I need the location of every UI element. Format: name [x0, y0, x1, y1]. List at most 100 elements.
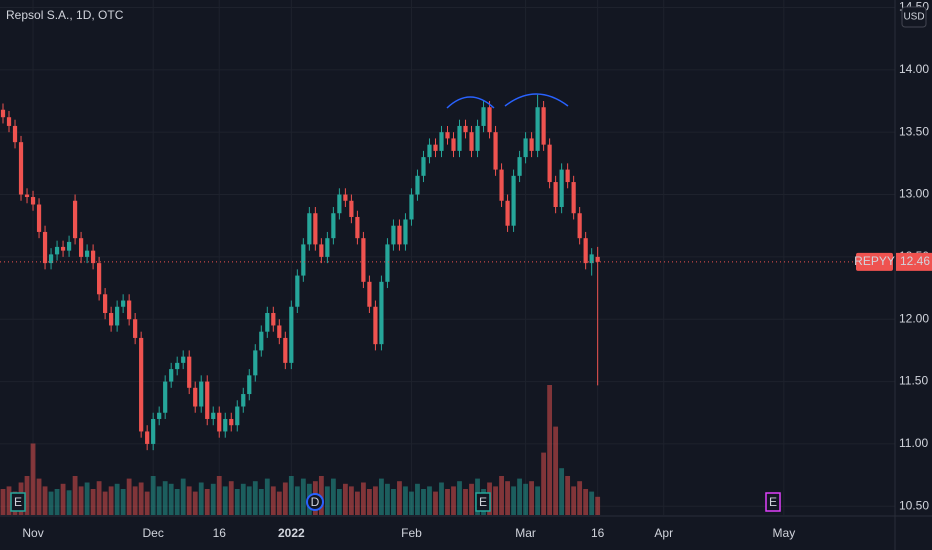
candle-body — [319, 244, 324, 257]
volume-bar — [78, 486, 84, 515]
volume-bar — [210, 483, 216, 515]
candle-body — [481, 107, 486, 126]
candle-body — [109, 312, 114, 326]
candle-body — [60, 246, 66, 251]
candle-body — [325, 238, 330, 257]
candle-body — [97, 263, 102, 295]
volume-bar — [30, 443, 36, 515]
candle-body — [349, 200, 354, 217]
currency-box[interactable] — [901, 6, 927, 28]
candle-body — [205, 381, 210, 419]
volume-bar — [463, 489, 468, 515]
candle-body — [445, 132, 450, 139]
volume-bar — [583, 489, 589, 515]
candle-body — [84, 250, 90, 257]
candle-body — [151, 418, 156, 444]
volume-bar — [409, 491, 414, 515]
volume-bar — [228, 481, 234, 515]
volume-bar — [541, 452, 547, 515]
candle-body — [139, 337, 144, 432]
candle-body — [493, 132, 498, 170]
volume-bar — [577, 481, 583, 515]
candle-body — [187, 356, 192, 388]
volume-bar — [373, 486, 378, 515]
volume-bar — [270, 486, 276, 515]
candle-body — [421, 157, 426, 176]
volume-bar — [559, 468, 565, 515]
candle-body — [307, 213, 312, 245]
candle-body — [103, 294, 108, 313]
candle-body — [343, 194, 348, 201]
volume-bar — [120, 489, 126, 515]
candle-body — [235, 406, 240, 426]
volume-bar — [66, 490, 72, 515]
volume-bar — [451, 486, 456, 515]
candle-body — [565, 169, 570, 183]
volume-bar — [324, 486, 330, 515]
volume-bar — [589, 491, 595, 515]
volume-bar — [367, 489, 372, 515]
volume-bar — [433, 491, 438, 515]
event-label: E — [479, 495, 487, 509]
candle-body — [577, 213, 582, 239]
candle-body — [457, 125, 462, 151]
candle-body — [487, 107, 492, 133]
candle-body — [289, 306, 294, 363]
volume-bar — [553, 426, 559, 515]
candle-body — [373, 306, 378, 345]
candle-body — [463, 125, 468, 133]
price-label: 12.46 — [900, 254, 930, 268]
candle-body — [247, 375, 252, 395]
volume-bar — [114, 483, 120, 515]
candle-body — [223, 418, 228, 432]
candle-body — [415, 175, 420, 195]
volume-bar — [397, 481, 402, 515]
volume-bar — [523, 483, 528, 515]
candle-body — [169, 369, 174, 382]
volume-bar — [571, 486, 577, 515]
volume-bar — [342, 483, 348, 515]
y-tick-label: 13.50 — [899, 124, 929, 138]
volume-bar — [252, 481, 258, 515]
candle-body — [24, 194, 30, 198]
volume-bar — [72, 476, 78, 515]
x-tick-label: 16 — [591, 526, 605, 540]
candle-body — [409, 194, 414, 220]
candle-body — [571, 182, 576, 214]
candle-body — [511, 175, 516, 226]
y-tick-label: 14.00 — [899, 62, 929, 76]
volume-bar — [427, 486, 432, 515]
candle-body — [175, 362, 180, 370]
volume-bar — [318, 476, 324, 515]
volume-bar — [60, 483, 66, 515]
volume-bar — [168, 483, 174, 515]
candle-body — [115, 306, 120, 326]
volume-bar — [457, 481, 462, 515]
volume-bar — [300, 478, 306, 515]
volume-bar — [234, 489, 240, 515]
candle-body — [271, 312, 276, 326]
volume-bar — [96, 481, 102, 515]
candle-body — [12, 125, 18, 143]
price-tag — [896, 252, 932, 271]
volume-bar — [535, 486, 541, 515]
x-tick-label: Dec — [142, 526, 163, 540]
volume-bar — [132, 486, 138, 515]
candle-body — [265, 312, 270, 332]
candle-layer — [0, 94, 600, 451]
candle-body — [157, 412, 162, 419]
volume-bar — [511, 486, 516, 515]
event-label: D — [311, 495, 320, 509]
candle-body — [199, 381, 204, 407]
symbol-tag — [856, 252, 893, 271]
volume-bar — [493, 486, 498, 515]
candle-body — [427, 144, 432, 158]
candle-body — [54, 246, 60, 255]
volume-bar — [415, 483, 420, 515]
volume-bar — [144, 491, 150, 515]
candle-body — [133, 319, 138, 338]
candle-body — [583, 238, 588, 264]
volume-bar — [336, 489, 342, 515]
